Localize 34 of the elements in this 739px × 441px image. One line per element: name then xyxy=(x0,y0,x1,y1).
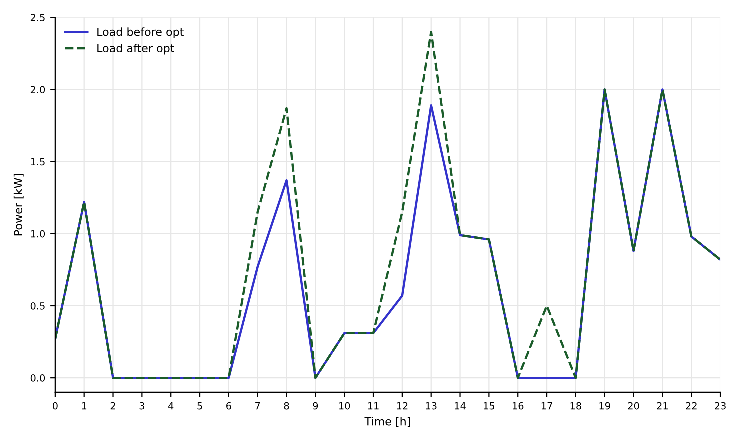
x-tick-label: 23 xyxy=(715,402,726,410)
x-tick-label: 16 xyxy=(512,402,524,410)
x-tick-label: 8 xyxy=(284,402,290,410)
x-tick-label: 11 xyxy=(368,402,379,410)
x-tick-label: 13 xyxy=(426,402,437,410)
x-tick-label: 0 xyxy=(52,402,58,410)
x-tick-label: 9 xyxy=(313,402,318,410)
y-tick-label: 2.0 xyxy=(30,86,46,94)
x-tick-label: 1 xyxy=(82,402,87,410)
y-tick-label: 0.5 xyxy=(30,302,45,310)
x-axis-title: Time [h] xyxy=(364,417,410,428)
x-tick-label: 3 xyxy=(140,402,144,410)
x-tick-label: 6 xyxy=(226,402,232,410)
x-tick-label: 17 xyxy=(542,402,552,410)
x-tick-label: 4 xyxy=(168,402,174,410)
x-tick-label: 21 xyxy=(657,402,668,410)
x-tick-label: 7 xyxy=(256,402,260,410)
legend-label: Load before opt xyxy=(98,28,184,38)
x-tick-label: 10 xyxy=(339,402,350,410)
x-tick-label: 15 xyxy=(484,402,495,410)
x-tick-label: 22 xyxy=(686,402,697,410)
x-tick-label: 5 xyxy=(198,402,202,410)
legend-label: Load after opt xyxy=(98,44,174,55)
y-tick-label: 2.5 xyxy=(30,14,45,22)
x-tick-label: 18 xyxy=(570,402,582,410)
y-axis-title: Power [kW] xyxy=(14,174,24,236)
x-tick-label: 12 xyxy=(397,402,408,410)
y-tick-label: 1.0 xyxy=(31,230,46,238)
x-tick-label: 20 xyxy=(628,402,640,410)
y-tick-label: 0.0 xyxy=(30,374,46,382)
y-tick-label: 1.5 xyxy=(31,158,45,166)
x-tick-label: 14 xyxy=(455,402,466,410)
x-tick-label: 2 xyxy=(110,402,116,410)
x-tick-label: 19 xyxy=(600,402,610,410)
